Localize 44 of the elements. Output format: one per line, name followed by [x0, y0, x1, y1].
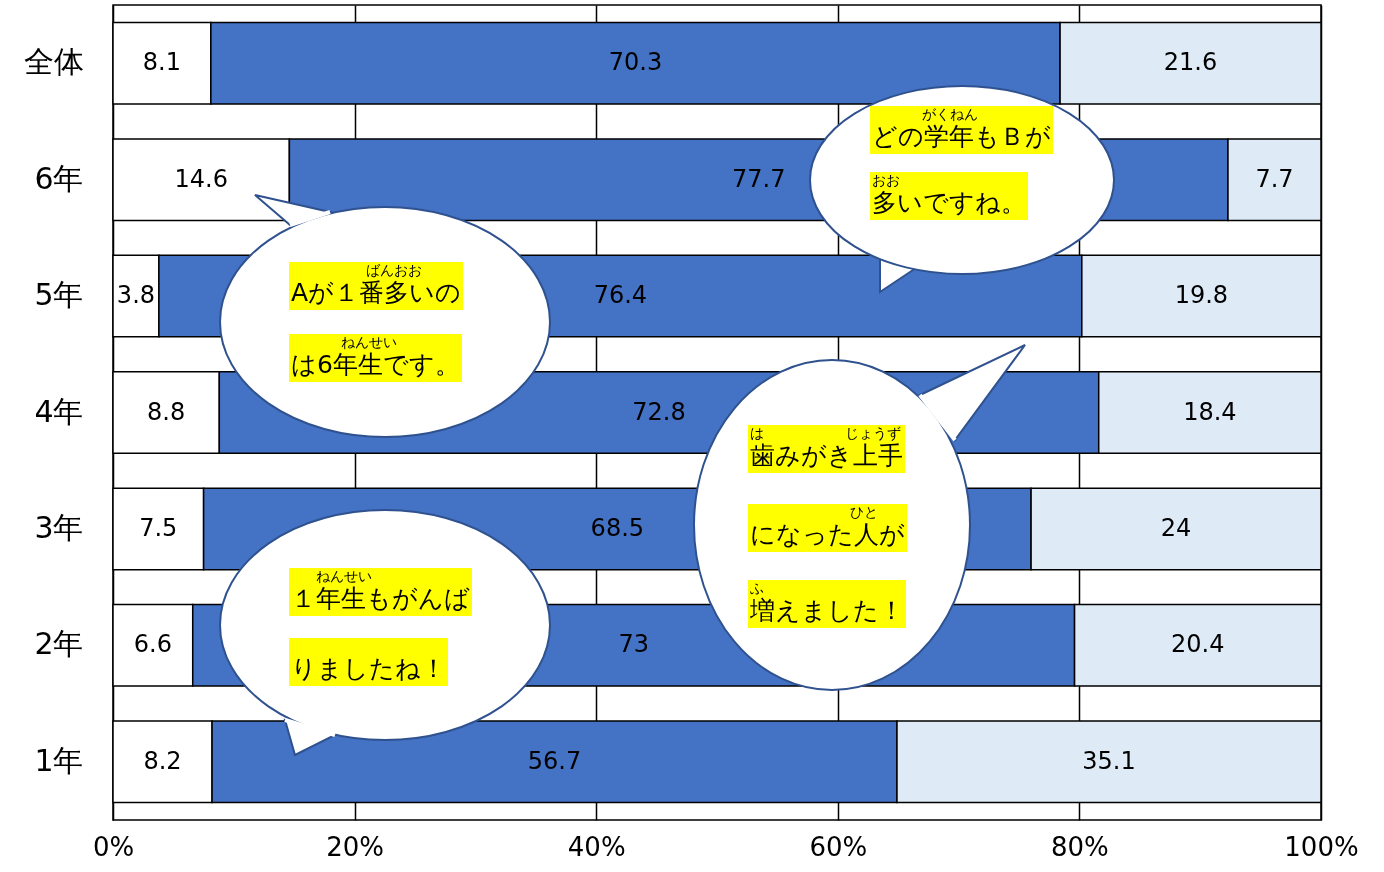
y-tick-label: 全体	[23, 44, 84, 80]
data-label: 68.5	[590, 513, 645, 542]
y-tick-label: 2年	[34, 626, 84, 662]
annotation: ふ	[750, 580, 764, 596]
data-label: 72.8	[632, 397, 686, 426]
data-label: 19.8	[1174, 281, 1229, 310]
data-label: 14.6	[174, 164, 228, 193]
data-label: 73	[618, 630, 649, 659]
data-label: 35.1	[1082, 746, 1136, 775]
x-tick-label: 100%	[1284, 831, 1359, 862]
data-label: 20.4	[1171, 630, 1225, 659]
y-tick-label: 3年	[34, 509, 84, 545]
annotation: おお	[872, 172, 900, 188]
y-tick-label: 6年	[34, 160, 84, 196]
annotation: じょうず	[845, 425, 901, 441]
y-tick-label: 4年	[34, 393, 84, 429]
x-tick-label: 0%	[92, 831, 135, 862]
x-tick-label: 20%	[326, 831, 384, 862]
y-tick-label: 1年	[34, 742, 84, 778]
annotation: ばんおお	[366, 262, 422, 278]
x-tick-label: 40%	[567, 831, 626, 862]
data-label: 3.8	[116, 281, 156, 310]
data-label: 7.5	[139, 513, 178, 542]
y-tick-label: 5年	[34, 277, 84, 313]
data-label: 6.6	[133, 630, 172, 659]
data-label: 77.7	[731, 164, 786, 193]
data-label: 8.2	[143, 746, 182, 775]
data-label: 56.7	[527, 746, 582, 775]
data-label: 7.7	[1255, 164, 1294, 193]
annotation: ひと	[850, 504, 878, 520]
x-tick-label: 80%	[1051, 831, 1109, 862]
annotation: ねんせい	[316, 568, 372, 584]
annotation: がくねん	[922, 106, 978, 122]
data-label: 18.4	[1183, 397, 1237, 426]
data-label: 76.4	[593, 281, 648, 310]
data-label: 8.1	[142, 48, 182, 77]
annotation: ねんせい	[341, 334, 397, 350]
annotation: は	[750, 425, 764, 441]
data-label: 21.6	[1163, 48, 1218, 77]
data-label: 70.3	[608, 48, 663, 77]
x-tick-label: 60%	[809, 831, 868, 862]
data-label: 8.8	[147, 397, 186, 426]
annotation: りましたね！	[289, 638, 448, 686]
data-label: 24	[1160, 513, 1192, 542]
